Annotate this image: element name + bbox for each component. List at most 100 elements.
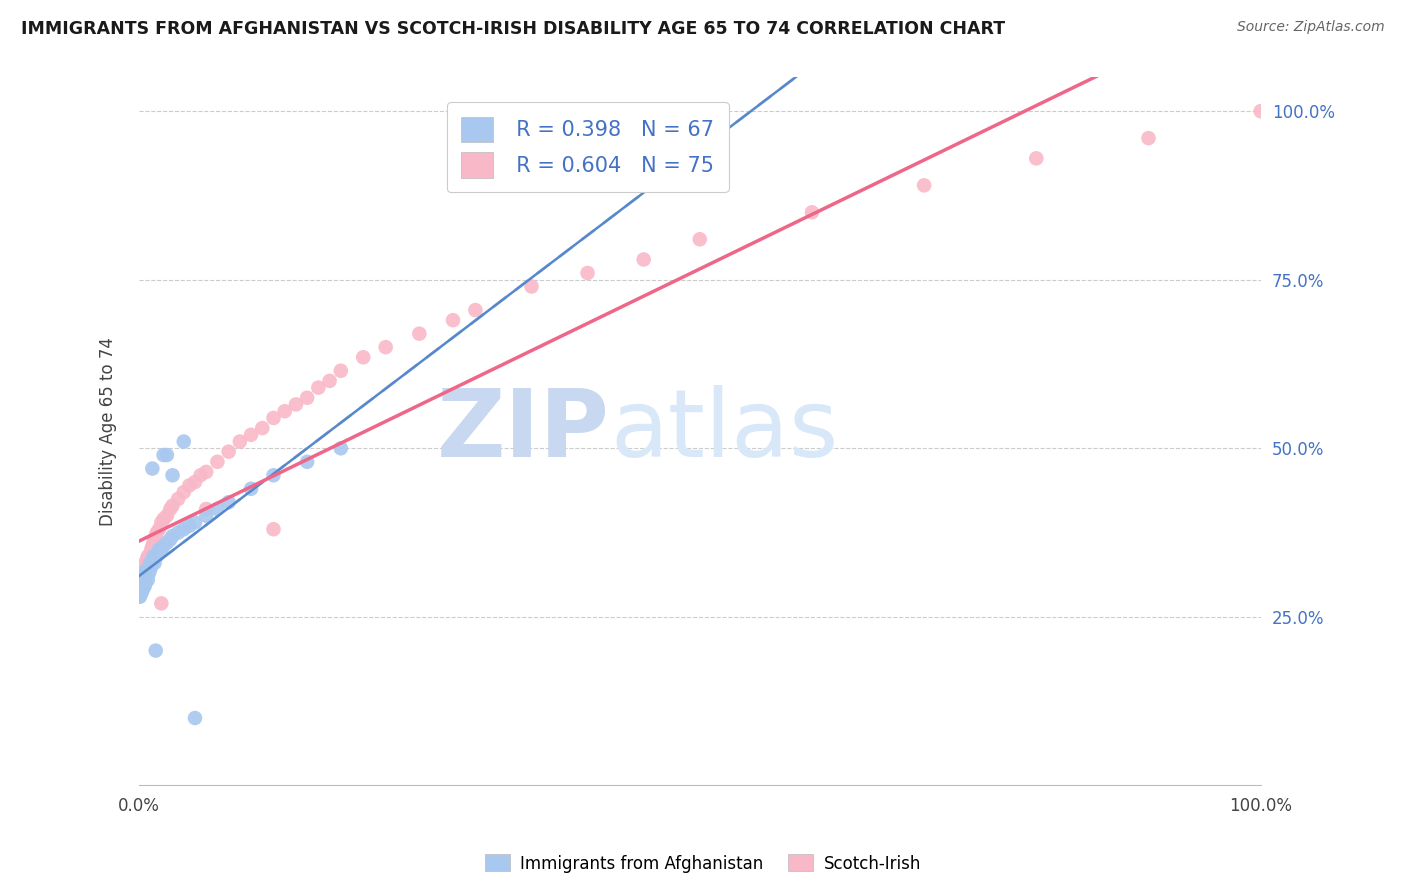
Point	[179, 519, 201, 533]
Text: ZIP: ZIP	[437, 385, 610, 477]
Point	[576, 266, 599, 280]
Point	[156, 508, 179, 523]
Point	[132, 576, 155, 591]
Point	[132, 576, 155, 591]
Point	[1250, 104, 1272, 119]
Point	[162, 499, 184, 513]
Point	[129, 569, 152, 583]
Point	[135, 559, 157, 574]
Point	[218, 444, 240, 458]
Point	[129, 576, 152, 591]
Point	[145, 643, 167, 657]
Point	[139, 556, 162, 570]
Legend: Immigrants from Afghanistan, Scotch-Irish: Immigrants from Afghanistan, Scotch-Iris…	[478, 847, 928, 880]
Point	[464, 303, 486, 318]
Point	[195, 502, 218, 516]
Point	[263, 468, 285, 483]
Point	[912, 178, 935, 193]
Point	[131, 584, 153, 599]
Point	[129, 576, 152, 591]
Y-axis label: Disability Age 65 to 74: Disability Age 65 to 74	[100, 337, 117, 526]
Point	[132, 569, 155, 583]
Point	[128, 580, 150, 594]
Point	[129, 590, 152, 604]
Point	[800, 205, 823, 219]
Point	[131, 573, 153, 587]
Point	[132, 580, 155, 594]
Point	[135, 556, 157, 570]
Point	[307, 381, 329, 395]
Point	[134, 559, 156, 574]
Point	[173, 434, 195, 449]
Point	[129, 580, 152, 594]
Point	[142, 535, 165, 549]
Point	[131, 566, 153, 580]
Point	[138, 552, 160, 566]
Point	[207, 502, 229, 516]
Point	[195, 508, 218, 523]
Point	[150, 516, 173, 530]
Point	[146, 549, 169, 564]
Point	[128, 586, 150, 600]
Point	[318, 374, 340, 388]
Point	[129, 566, 152, 580]
Point	[159, 533, 181, 547]
Point	[128, 582, 150, 597]
Point	[179, 478, 201, 492]
Point	[173, 522, 195, 536]
Point	[156, 448, 179, 462]
Point	[184, 475, 207, 489]
Point	[329, 364, 352, 378]
Point	[184, 516, 207, 530]
Point	[129, 573, 152, 587]
Point	[240, 427, 263, 442]
Point	[274, 404, 297, 418]
Point	[150, 542, 173, 557]
Point	[689, 232, 711, 246]
Point	[135, 569, 157, 583]
Point	[1137, 131, 1160, 145]
Point	[141, 556, 163, 570]
Point	[162, 468, 184, 483]
Point	[195, 465, 218, 479]
Point	[129, 586, 152, 600]
Legend:   R = 0.398   N = 67,   R = 0.604   N = 75: R = 0.398 N = 67, R = 0.604 N = 75	[447, 102, 728, 193]
Point	[129, 569, 152, 583]
Point	[352, 351, 374, 365]
Point	[129, 586, 152, 600]
Point	[135, 563, 157, 577]
Point	[156, 535, 179, 549]
Point	[129, 582, 152, 597]
Point	[207, 455, 229, 469]
Point	[142, 549, 165, 564]
Point	[148, 522, 170, 536]
Point	[520, 279, 543, 293]
Point	[263, 522, 285, 536]
Text: IMMIGRANTS FROM AFGHANISTAN VS SCOTCH-IRISH DISABILITY AGE 65 TO 74 CORRELATION : IMMIGRANTS FROM AFGHANISTAN VS SCOTCH-IR…	[21, 20, 1005, 37]
Point	[136, 556, 159, 570]
Point	[128, 576, 150, 591]
Point	[329, 442, 352, 456]
Point	[141, 542, 163, 557]
Point	[441, 313, 464, 327]
Point	[184, 711, 207, 725]
Point	[162, 529, 184, 543]
Point	[145, 549, 167, 564]
Point	[139, 549, 162, 564]
Point	[295, 391, 318, 405]
Point	[135, 566, 157, 580]
Point	[218, 495, 240, 509]
Point	[129, 582, 152, 597]
Point	[129, 573, 152, 587]
Point	[159, 502, 181, 516]
Point	[284, 397, 307, 411]
Point	[229, 434, 252, 449]
Point	[131, 580, 153, 594]
Point	[143, 556, 166, 570]
Point	[131, 569, 153, 583]
Text: Source: ZipAtlas.com: Source: ZipAtlas.com	[1237, 20, 1385, 34]
Point	[128, 576, 150, 591]
Point	[136, 549, 159, 564]
Point	[167, 491, 190, 506]
Point	[138, 566, 160, 580]
